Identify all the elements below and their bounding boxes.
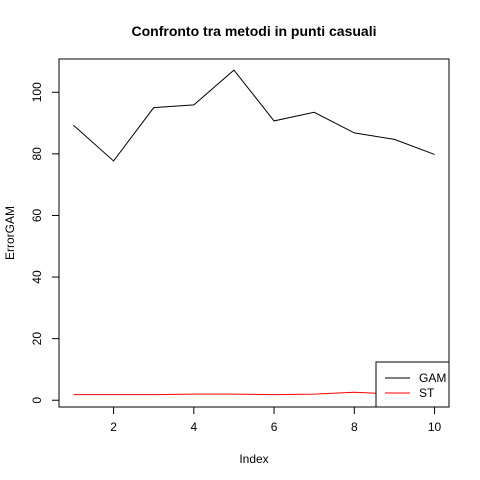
y-tick-label: 100 (30, 82, 44, 102)
x-tick-label: 2 (110, 420, 117, 434)
chart-title: Confronto tra metodi in punti casuali (132, 23, 377, 39)
x-tick-label: 10 (428, 420, 442, 434)
y-tick-label: 80 (30, 147, 44, 161)
x-tick-label: 6 (271, 420, 278, 434)
legend-label-st: ST (419, 386, 435, 400)
y-tick-label: 0 (30, 397, 44, 404)
y-tick-label: 60 (30, 208, 44, 222)
y-tick-label: 20 (30, 332, 44, 346)
y-tick-label: 40 (30, 270, 44, 284)
legend-label-gam: GAM (419, 371, 446, 385)
x-axis-label: Index (239, 452, 268, 466)
x-tick-label: 4 (190, 420, 197, 434)
x-tick-label: 8 (351, 420, 358, 434)
y-axis-label: ErrorGAM (3, 206, 17, 260)
